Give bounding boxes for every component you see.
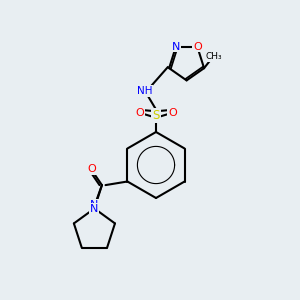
Text: NH: NH bbox=[137, 86, 152, 96]
Text: O: O bbox=[87, 164, 96, 175]
Text: CH₃: CH₃ bbox=[206, 52, 222, 61]
Text: O: O bbox=[135, 107, 144, 118]
Text: N: N bbox=[90, 203, 99, 214]
Text: N: N bbox=[90, 200, 99, 210]
Text: N: N bbox=[172, 42, 180, 52]
Text: O: O bbox=[168, 107, 177, 118]
Text: O: O bbox=[193, 42, 202, 52]
Text: S: S bbox=[152, 109, 160, 122]
